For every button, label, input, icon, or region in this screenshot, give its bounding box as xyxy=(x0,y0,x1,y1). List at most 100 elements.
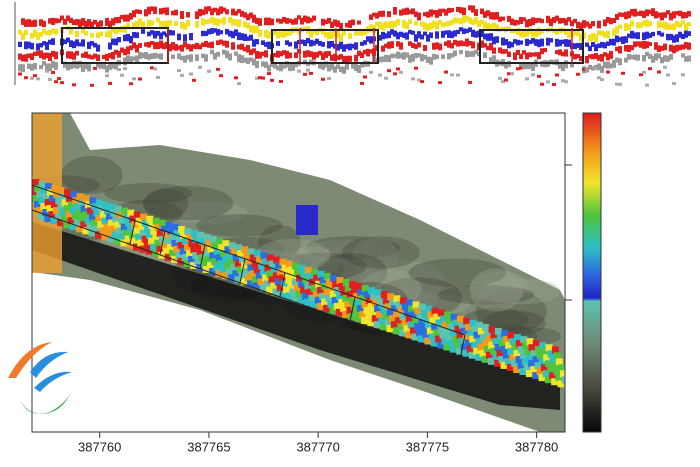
pixel xyxy=(221,272,229,280)
pixel xyxy=(321,298,329,306)
section-trace xyxy=(159,32,163,40)
section-trace xyxy=(18,41,22,48)
section-trace xyxy=(282,29,286,38)
section-trace xyxy=(63,18,67,25)
pixel xyxy=(289,272,297,280)
pixel xyxy=(112,231,120,239)
section-trace xyxy=(621,71,625,75)
section-trace xyxy=(252,48,256,54)
pixel xyxy=(142,219,150,227)
pixel xyxy=(395,301,403,309)
pixel xyxy=(178,225,186,233)
section-trace xyxy=(642,11,646,19)
pixel xyxy=(38,181,46,189)
pixel xyxy=(503,336,511,343)
pixel xyxy=(462,333,470,341)
section-trace xyxy=(381,31,385,40)
shadow xyxy=(32,222,560,410)
pixel xyxy=(51,185,59,193)
section-trace xyxy=(360,81,364,85)
section-trace xyxy=(303,50,307,58)
pixel xyxy=(544,376,552,384)
section-trace xyxy=(54,80,58,84)
section-trace xyxy=(303,72,307,76)
pixel xyxy=(344,300,352,308)
section-trace xyxy=(459,18,463,25)
section-trace xyxy=(57,18,61,23)
pixel xyxy=(346,291,354,298)
section-trace xyxy=(540,82,544,86)
section-trace xyxy=(630,45,634,51)
pixel xyxy=(316,302,324,310)
section-trace xyxy=(132,56,136,61)
pixel xyxy=(310,300,318,308)
section-trace xyxy=(147,19,151,27)
section-trace xyxy=(687,42,691,50)
section-trace xyxy=(624,23,628,31)
pixel xyxy=(382,313,390,321)
pixel xyxy=(443,327,451,335)
pixel xyxy=(89,197,97,205)
pixel xyxy=(509,338,517,346)
section-trace xyxy=(444,9,448,16)
section-trace xyxy=(105,17,109,26)
pixel xyxy=(175,251,183,259)
section-trace xyxy=(510,42,514,48)
section-trace xyxy=(57,77,61,81)
pixel xyxy=(199,238,207,246)
pixel xyxy=(325,278,333,286)
pixel xyxy=(161,225,169,233)
section-trace xyxy=(387,21,391,28)
section-trace xyxy=(225,50,229,59)
pixel xyxy=(306,272,314,280)
pixel xyxy=(184,243,192,251)
pixel xyxy=(473,331,481,339)
section-trace xyxy=(411,30,415,35)
pixel xyxy=(420,309,428,317)
section-trace xyxy=(414,44,418,49)
pixel xyxy=(230,264,238,272)
section-trace xyxy=(531,37,535,44)
section-trace xyxy=(33,74,37,78)
pixel xyxy=(298,280,306,288)
section-trace xyxy=(453,30,457,37)
section-trace xyxy=(189,33,193,41)
pixel xyxy=(380,291,388,299)
pixel xyxy=(378,317,386,325)
pixel xyxy=(392,327,400,335)
pixel xyxy=(190,246,198,253)
section-box xyxy=(271,29,379,64)
pixel xyxy=(99,211,107,219)
pixel xyxy=(213,248,221,256)
section-trace xyxy=(633,41,637,48)
pixel xyxy=(194,242,202,250)
section-trace xyxy=(357,50,361,57)
section-trace xyxy=(306,16,310,24)
section-trace xyxy=(486,33,490,41)
pixel xyxy=(403,309,411,317)
pixel xyxy=(541,348,549,356)
section-trace xyxy=(624,44,628,52)
section-trace xyxy=(123,57,127,66)
section-trace xyxy=(363,75,367,79)
section-trace xyxy=(315,29,319,36)
pixel xyxy=(283,270,291,278)
pixel xyxy=(289,288,297,296)
pixel xyxy=(506,363,514,371)
pixel xyxy=(314,296,322,304)
section-trace xyxy=(162,7,166,14)
section-trace xyxy=(156,30,160,36)
section-trace xyxy=(132,42,136,49)
section-trace xyxy=(135,55,139,64)
section-trace xyxy=(291,19,295,25)
section-trace xyxy=(354,54,358,62)
pixel xyxy=(163,231,171,239)
pixel xyxy=(374,289,382,297)
section-trace xyxy=(525,30,529,37)
terrain-shade xyxy=(469,268,523,312)
section-trace xyxy=(621,36,625,45)
pixel xyxy=(374,305,382,313)
section-trace xyxy=(309,71,313,75)
section-trace xyxy=(279,51,283,57)
map xyxy=(32,113,565,432)
